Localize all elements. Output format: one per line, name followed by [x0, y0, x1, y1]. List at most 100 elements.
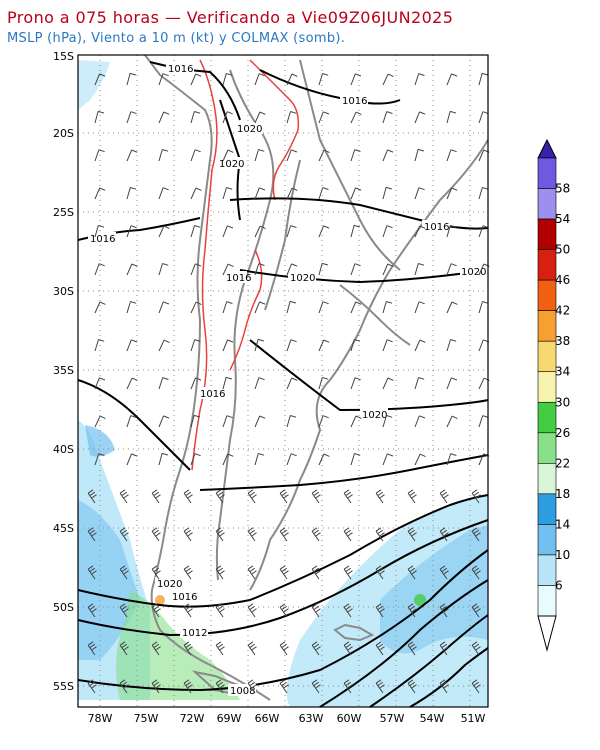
wind-barb — [183, 527, 193, 542]
lon-label: 72W — [180, 712, 205, 725]
wind-barb — [254, 415, 266, 428]
wind-barb — [87, 679, 97, 694]
wind-barb — [215, 489, 225, 504]
wind-barb — [222, 225, 234, 238]
wind-barb — [87, 565, 97, 580]
wind-barb — [183, 679, 193, 694]
isobar-label: 1020 — [461, 267, 486, 278]
wind-barb — [286, 300, 297, 314]
wind-barb — [158, 225, 170, 238]
wind-barb — [222, 73, 233, 86]
topo-contours — [191, 59, 300, 471]
lat-label: 45S — [53, 522, 74, 535]
latitude-labels: 15S 20S 25S 30S 35S 40S 45S 50S 55S — [53, 50, 74, 693]
wind-barb — [382, 453, 394, 466]
wind-barb — [254, 263, 265, 276]
wind-barb — [190, 225, 201, 238]
wind-barb — [94, 339, 105, 352]
lat-label: 15S — [53, 50, 74, 63]
wind-barb — [94, 263, 105, 276]
wind-barb — [247, 679, 257, 694]
wind-barb — [190, 414, 201, 428]
colorbar-swatch — [537, 157, 557, 189]
wind-barb — [414, 111, 426, 124]
wind-barb — [286, 339, 297, 352]
wind-barb — [158, 111, 170, 124]
wind-barb — [343, 489, 353, 504]
reflectivity-area-southwest — [78, 500, 140, 660]
wind-barb — [350, 149, 361, 162]
wind-barb — [222, 301, 233, 314]
isobar-1008 — [77, 549, 489, 692]
lon-label: 63W — [299, 712, 324, 725]
wind-barb — [318, 262, 329, 276]
wind-barb — [414, 377, 425, 390]
wind-barb — [318, 415, 329, 428]
wind-barb — [439, 527, 449, 542]
wind-barb — [126, 263, 138, 276]
wind-barb — [350, 187, 362, 200]
wind-barb — [446, 225, 457, 238]
map-panel: 1016 1016 1020 1020 1016 1016 1020 1020 … — [77, 54, 490, 708]
wind-barb — [407, 641, 417, 656]
wind-barb — [446, 110, 457, 124]
wind-barb — [126, 377, 138, 390]
wind-barb — [279, 489, 289, 504]
wind-barb — [318, 149, 330, 162]
isobar-label: 1020 — [219, 159, 244, 170]
wind-barb — [478, 72, 489, 86]
wind-barb — [286, 225, 297, 238]
wind-barb — [286, 149, 298, 162]
isobar-label: 1020 — [237, 124, 262, 135]
wind-barb — [119, 565, 129, 580]
colorbar-tick-label: 58 — [555, 182, 570, 196]
wind-barb — [222, 415, 233, 428]
wind-barb — [414, 225, 426, 238]
wind-barb — [318, 73, 329, 86]
wind-barb — [375, 603, 385, 618]
lon-label: 75W — [134, 712, 159, 725]
wind-barb — [343, 603, 353, 618]
wind-barb — [439, 679, 449, 694]
lon-label: 78W — [88, 712, 113, 725]
wind-barb — [94, 453, 105, 466]
wind-barb — [318, 453, 330, 466]
wind-barb — [446, 263, 457, 276]
reflectivity-cell — [155, 595, 165, 605]
colorbar-tick-label: 18 — [555, 487, 570, 501]
colorbar-bottom-arrow — [537, 615, 557, 652]
isobar-label: 1016 — [168, 64, 193, 75]
colorbar-swatch — [537, 554, 557, 586]
wind-barb — [375, 565, 385, 580]
wind-barb — [446, 339, 457, 352]
wind-barb — [254, 301, 266, 314]
map-subtitle: MSLP (hPa), Viento a 10 m (kt) y COLMAX … — [7, 31, 346, 46]
wind-barb — [183, 603, 193, 618]
wind-barb — [446, 301, 458, 314]
atlantic-coastline — [249, 139, 489, 591]
wind-barb — [190, 187, 202, 200]
wind-barb — [439, 641, 449, 656]
wind-barb — [119, 527, 129, 542]
reflectivity-shading — [78, 60, 488, 707]
wind-barb — [382, 301, 393, 314]
inland-border — [264, 159, 301, 311]
island-falklands — [333, 623, 375, 642]
wind-barb — [471, 603, 481, 618]
wind-barb — [350, 263, 361, 276]
wind-barb — [446, 453, 457, 466]
lon-label: 66W — [255, 712, 280, 725]
wind-barb — [343, 527, 353, 542]
wind-barb — [407, 527, 417, 542]
wind-barb — [183, 641, 193, 656]
colorbar-swatch — [537, 188, 557, 220]
graticule — [78, 55, 488, 707]
wind-barb — [190, 73, 202, 86]
wind-barb — [126, 111, 137, 124]
isobar-1016-pat — [199, 454, 489, 491]
wind-barb — [382, 149, 394, 162]
wind-barb — [87, 641, 97, 656]
wind-barb — [190, 301, 202, 314]
isobar-1016-east — [229, 197, 489, 230]
wind-barb — [158, 339, 170, 352]
